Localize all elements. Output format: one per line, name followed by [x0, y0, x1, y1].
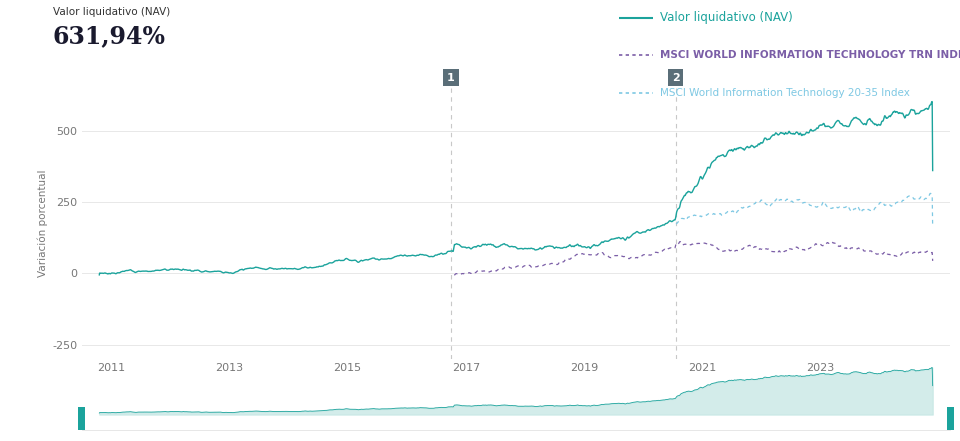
Text: Valor liquidativo (NAV): Valor liquidativo (NAV): [660, 11, 792, 24]
Text: 631,94%: 631,94%: [53, 24, 166, 48]
Text: Valor liquidativo (NAV): Valor liquidativo (NAV): [53, 7, 170, 17]
Text: MSCI WORLD INFORMATION TECHNOLOGY TRN INDEX: MSCI WORLD INFORMATION TECHNOLOGY TRN IN…: [660, 50, 960, 60]
Text: 2: 2: [672, 72, 680, 82]
Text: MSCI World Information Technology 20-35 Index: MSCI World Information Technology 20-35 …: [660, 88, 909, 97]
Y-axis label: Variación porcentual: Variación porcentual: [37, 170, 48, 277]
Text: 1: 1: [447, 72, 455, 82]
